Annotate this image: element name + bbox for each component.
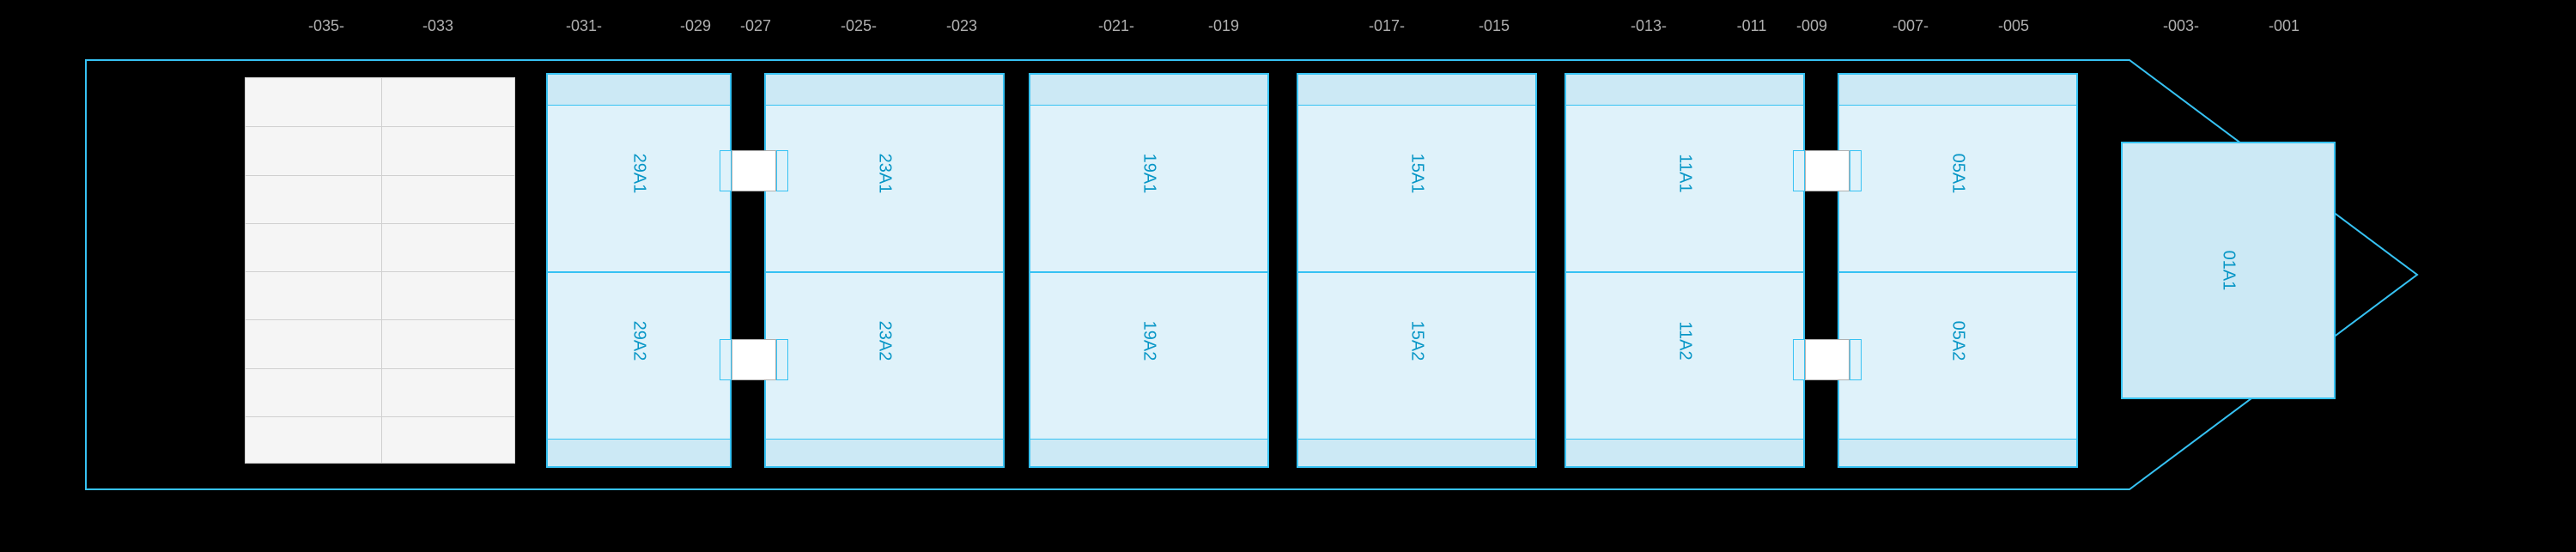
cargo-bay: 05A1 05A2 (1838, 73, 2078, 468)
support-sliver (1793, 150, 1805, 191)
support-block (1805, 339, 1850, 380)
support-sliver (1793, 339, 1805, 380)
bay-label-bottom: 05A2 (1948, 321, 1968, 361)
support-sliver (776, 339, 788, 380)
bay-label-top: 11A1 (1675, 154, 1695, 192)
bay-label-bottom: 23A2 (875, 321, 895, 361)
support-block (1805, 150, 1850, 191)
support-block (732, 150, 776, 191)
support-sliver (1850, 150, 1862, 191)
bay-label-top: 23A1 (875, 154, 895, 194)
support-sliver (720, 339, 732, 380)
bay-label-top: 15A1 (1407, 154, 1427, 194)
support-block (732, 339, 776, 380)
cargo-bay: 11A1 11A2 (1564, 73, 1805, 468)
accommodation-grid (245, 77, 515, 464)
bay-label-bottom: 29A2 (629, 321, 649, 361)
cargo-bay: 29A1 29A2 (546, 73, 732, 468)
bay-label-bottom: 19A2 (1139, 321, 1159, 361)
support-sliver (720, 150, 732, 191)
support-sliver (776, 150, 788, 191)
ship-top-view-diagram: -035--033-031--029-027-025--023-021--019… (0, 0, 2576, 552)
support-sliver (1850, 339, 1862, 380)
bow-bay: 01A1 (2121, 142, 2336, 399)
cargo-bay: 19A1 19A2 (1029, 73, 1269, 468)
cargo-bay: 23A1 23A2 (764, 73, 1005, 468)
bay-label-top: 05A1 (1948, 154, 1968, 194)
bay-label-top: 19A1 (1139, 154, 1159, 194)
bay-label-top: 29A1 (629, 154, 649, 194)
cargo-bay: 15A1 15A2 (1297, 73, 1537, 468)
bow-bay-label: 01A1 (2219, 251, 2239, 291)
bay-label-bottom: 15A2 (1407, 321, 1427, 361)
bay-label-bottom: 11A2 (1675, 321, 1695, 360)
